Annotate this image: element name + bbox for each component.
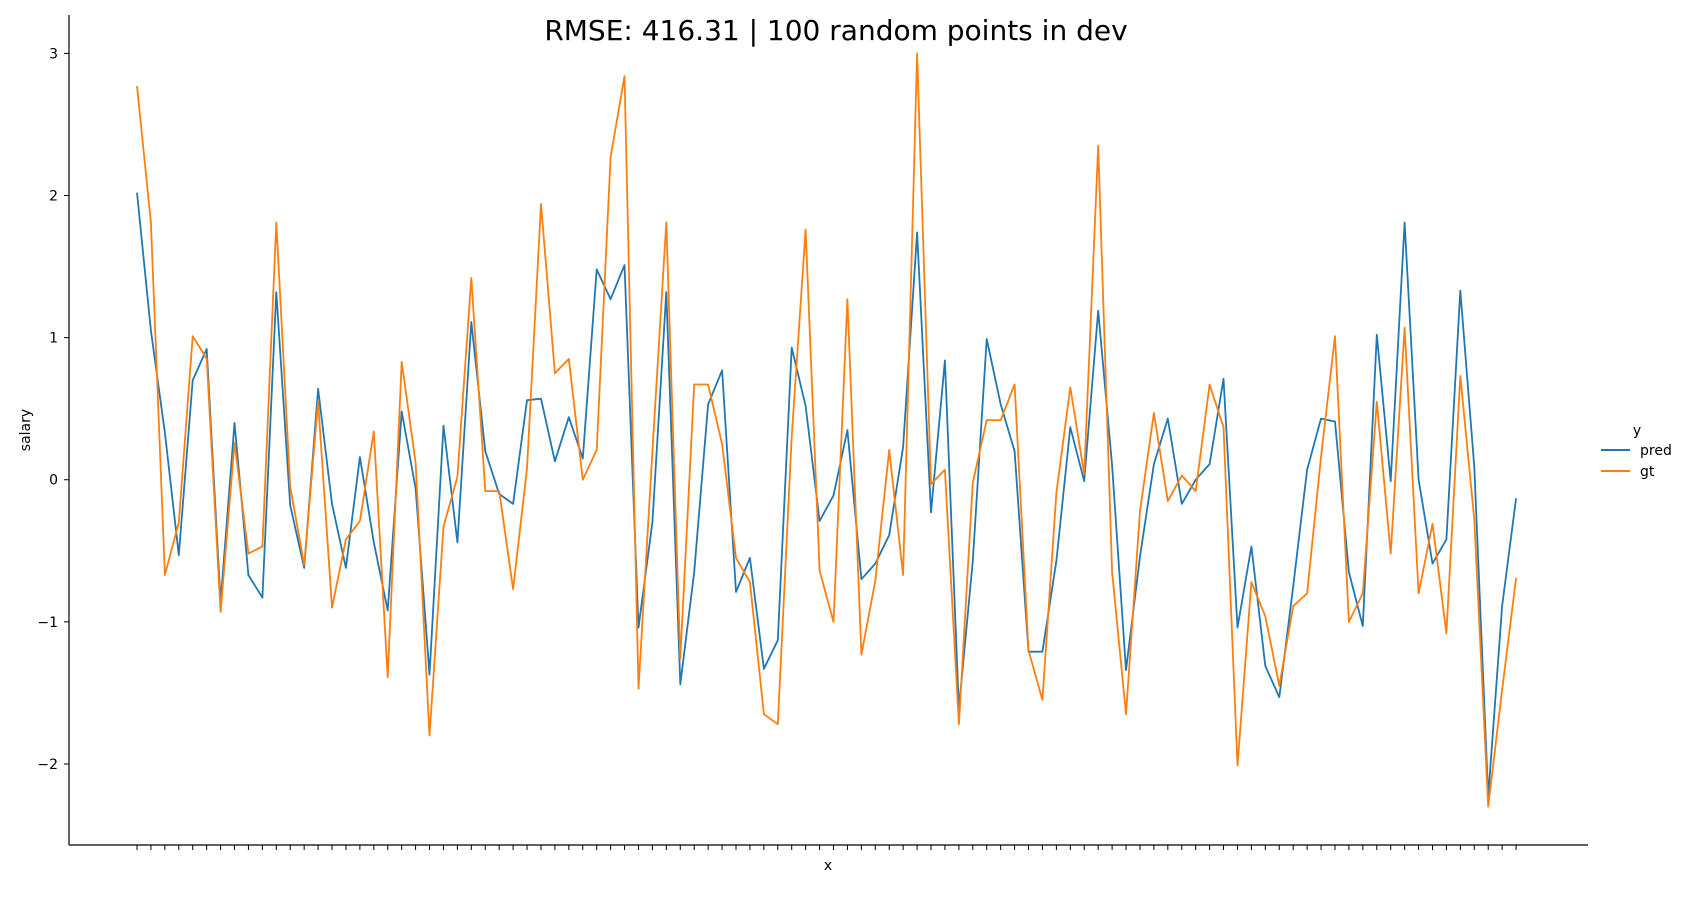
y-tick-label: 0 (49, 473, 58, 489)
y-tick-label: −2 (37, 757, 58, 773)
y-tick-label: −1 (37, 615, 58, 631)
legend-entries: pred gt (1601, 443, 1672, 480)
y-tick-label: 3 (49, 46, 58, 62)
legend: y pred gt (1601, 423, 1672, 480)
legend-label-pred: pred (1640, 443, 1672, 459)
plot-area: −2 −1 0 1 2 3 (37, 15, 1588, 850)
x-axis-label: x (824, 858, 832, 874)
chart-title: RMSE: 416.31 | 100 random points in dev (544, 14, 1127, 47)
y-tick-label: 2 (49, 188, 58, 204)
x-ticks (136, 845, 1517, 850)
y-ticks: −2 −1 0 1 2 3 (37, 46, 69, 773)
series-line-pred (136, 192, 1517, 798)
series-line-gt (136, 52, 1517, 808)
y-axis-label: salary (18, 409, 34, 451)
series-lines (136, 52, 1517, 808)
legend-title: y (1633, 423, 1641, 439)
legend-label-gt: gt (1640, 464, 1655, 480)
y-tick-label: 1 (49, 331, 58, 347)
